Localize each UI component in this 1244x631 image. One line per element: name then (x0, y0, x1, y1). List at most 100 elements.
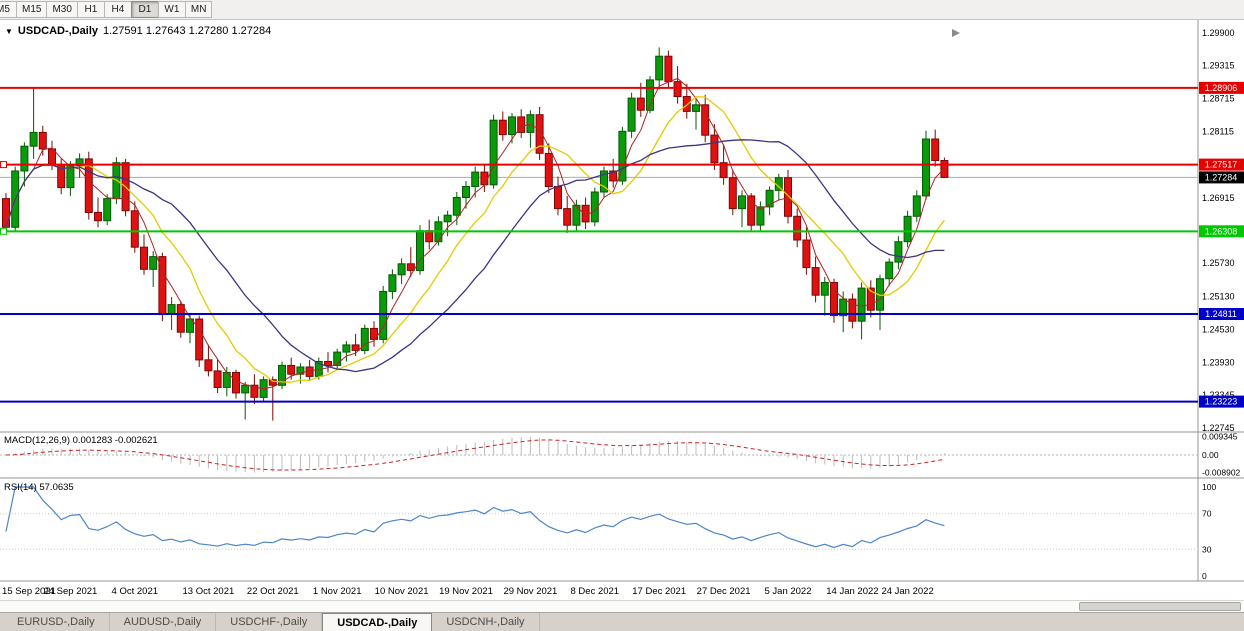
chart-symbol-label: USDCAD-,Daily (17, 25, 98, 37)
candle-body (590, 191, 599, 223)
date-axis-label: 4 Oct 2021 (112, 586, 158, 597)
candle-body (517, 116, 526, 133)
date-axis-label: 1 Nov 2021 (313, 586, 362, 597)
candle-body (701, 104, 710, 136)
timeframe-button-m5[interactable]: M5 (0, 1, 16, 18)
rsi-axis-tick: 70 (1202, 509, 1212, 519)
candle-body (747, 195, 756, 226)
macd-signal-line (5, 439, 945, 471)
candle-body (20, 145, 29, 172)
chart-tab-usdcad[interactable]: USDCAD-,Daily (322, 613, 433, 631)
candle-body (912, 195, 921, 217)
candle-body (388, 274, 397, 292)
price-axis-tick: 1.23930 (1202, 358, 1235, 368)
price-level-tag-text: 1.26308 (1205, 226, 1238, 236)
level-handle[interactable] (0, 161, 7, 169)
date-axis-label: 13 Oct 2021 (183, 586, 235, 597)
price-level-tag (1199, 158, 1244, 171)
chart-tab-eurusd[interactable]: EURUSD-,Daily (3, 613, 110, 631)
date-axis-label: 5 Jan 2022 (764, 586, 811, 597)
rsi-line (5, 486, 945, 549)
macd-axis-tick: -0.008902 (1202, 468, 1241, 478)
date-axis-label: 19 Nov 2021 (439, 586, 493, 597)
price-axis-tick: 1.28115 (1202, 127, 1234, 137)
timeframe-button-h1[interactable]: H1 (76, 1, 104, 18)
candle-body (922, 138, 930, 197)
candle-body (526, 114, 535, 133)
timeframe-button-m30[interactable]: M30 (46, 1, 77, 18)
price-level-tag-text: 1.28906 (1205, 83, 1238, 93)
candle-body (811, 267, 820, 296)
candle-body (508, 116, 516, 136)
candle-body (894, 241, 903, 263)
candle-body (351, 344, 360, 351)
chart-ohlc-values: 1.27591 1.27643 1.27280 1.27284 (103, 25, 272, 37)
chart-title: ▼ USDCAD-,Daily 1.27591 1.27643 1.27280 … (5, 25, 271, 37)
horizontal-scrollbar-thumb[interactable] (1079, 602, 1241, 611)
candle-body (655, 55, 664, 81)
price-level-tag (1199, 171, 1244, 184)
price-chart-canvas[interactable]: 1.29900 1.29315 1.28715 1.28115 1.26915 1.257… (0, 20, 1244, 600)
moving-average-line-18 (5, 139, 945, 373)
candle-body (563, 208, 572, 226)
candle-body (765, 189, 774, 208)
date-axis-label: 10 Nov 2021 (375, 586, 429, 597)
chart-tab-usdcnh[interactable]: USDCNH-,Daily (432, 613, 540, 631)
candle-body (333, 351, 342, 366)
candle-body (195, 318, 204, 361)
candle-body (268, 379, 277, 386)
candle-body (885, 261, 894, 280)
candle-body (38, 131, 47, 150)
macd-axis-tick: 0.00 (1202, 450, 1219, 460)
candle-body (609, 170, 618, 182)
timeframe-button-d1[interactable]: D1 (130, 1, 158, 18)
price-level-tag (1199, 395, 1244, 408)
candle-body (682, 96, 691, 112)
candle-body (213, 370, 222, 388)
candle-body (84, 158, 93, 213)
date-axis-label: 15 Sep 2021 (2, 586, 56, 597)
candle-body (287, 364, 296, 375)
price-shift-icon (952, 29, 960, 37)
date-axis-label: 29 Nov 2021 (503, 586, 557, 597)
candle-body (204, 359, 213, 372)
date-axis-label: 14 Jan 2022 (826, 586, 878, 597)
rsi-indicator-label: RSI(14) 57.0635 (4, 482, 74, 493)
chart-dropdown-icon[interactable]: ▼ (5, 26, 13, 36)
timeframe-button-mn[interactable]: MN (184, 1, 213, 18)
candle-body (903, 215, 912, 243)
date-axis-label: 22 Oct 2021 (247, 586, 299, 597)
candle-body (600, 170, 608, 193)
candle-body (636, 97, 645, 111)
chart-tab-audusd[interactable]: AUDUSD-,Daily (110, 613, 217, 631)
candle-body (692, 104, 700, 112)
candle-body (646, 79, 654, 111)
candle-body (535, 114, 544, 154)
candle-body (719, 162, 728, 179)
chart-tab-usdchf[interactable]: USDCHF-,Daily (216, 613, 323, 631)
level-handle[interactable] (0, 227, 7, 235)
price-level-tag-text: 1.24811 (1205, 309, 1237, 319)
timeframe-button-w1[interactable]: W1 (157, 1, 185, 18)
timeframe-button-m15[interactable]: M15 (16, 1, 47, 18)
candle-body (728, 177, 737, 210)
candle-body (140, 246, 148, 270)
rsi-axis-tick: 30 (1202, 544, 1212, 554)
candle-body (176, 304, 185, 333)
price-level-tag-text: 1.27284 (1205, 172, 1238, 182)
candle-body (103, 198, 112, 222)
date-axis-label: 24 Jan 2022 (881, 586, 933, 597)
candle-body (324, 361, 332, 366)
date-axis-label: 8 Dec 2021 (571, 586, 620, 597)
candle-body (848, 298, 857, 322)
chart-tab-bar: EURUSD-,Daily AUDUSD-,Daily USDCHF-,Daily U… (0, 612, 1244, 631)
candle-body (2, 198, 10, 228)
price-axis-tick: 1.28715 (1202, 93, 1235, 103)
candle-body (370, 327, 378, 340)
timeframe-button-h4[interactable]: H4 (103, 1, 131, 18)
candle-body (784, 177, 792, 217)
rsi-axis-tick: 100 (1202, 482, 1216, 492)
horizontal-scrollbar[interactable] (0, 600, 1244, 612)
candle-body (802, 239, 811, 269)
candle-body (710, 134, 719, 164)
